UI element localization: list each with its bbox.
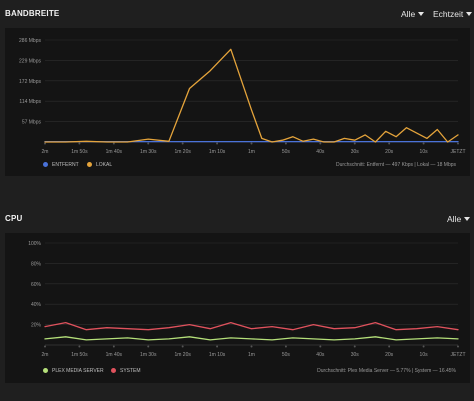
bandwidth-y-tick-label: 172 Mbps [19,79,41,85]
cpu-x-tick-mark [216,345,219,348]
bandwidth-x-tick-mark [78,142,81,145]
bandwidth-x-tick-label: 40s [316,149,325,155]
cpu-x-tick-label: 1m 50s [71,352,88,358]
cpu-header: CPU Alle [0,205,474,231]
cpu-x-tick-label: 1m 10s [209,352,226,358]
cpu-x-tick-mark [250,345,253,348]
bandwidth-x-tick-mark [147,142,150,145]
legend-system: SYSTEM [111,368,141,374]
cpu-x-tick-label: JETZT [451,352,466,358]
cpu-x-tick-mark [422,345,425,348]
bandwidth-x-tick-mark [250,142,253,145]
bandwidth-chart-panel: 286 Mbps 229 Mbps 172 Mbps 114 Mbps 57 Mbps 2… [5,28,470,176]
cpu-filter-dropdown[interactable]: Alle [447,214,471,224]
cpu-series-line-system [44,321,459,331]
bandwidth-x-tick-label: 1m [248,149,255,155]
legend-local: LOKAL [87,162,112,168]
bandwidth-x-tick-mark [422,142,425,145]
bandwidth-x-tick-label: JETZT [451,149,466,155]
cpu-x-tick-label: 2m [42,352,49,358]
legend-system-label: SYSTEM [120,368,141,374]
bandwidth-x-tick-label: 1m 30s [140,149,157,155]
legend-remote-label: ENTFERNT [52,162,79,168]
legend-remote: ENTFERNT [43,162,79,168]
cpu-x-tick-label: 1m 20s [174,352,191,358]
cpu-x-tick-mark [147,345,150,348]
cpu-x-tick-mark [181,345,184,348]
bandwidth-header: BANDBREITE Alle Echtzeit [0,0,474,26]
bandwidth-average: Durchschnitt: Entfernt — 497 Kbps | Loka… [336,162,456,168]
cpu-x-tick-label: 50s [282,352,291,358]
bandwidth-x-tick-label: 2m [42,149,49,155]
bandwidth-x-tick-label: 20s [385,149,394,155]
remote-dot-icon [43,162,48,167]
cpu-y-tick-label: 80% [31,261,42,267]
bandwidth-x-tick-mark [181,142,184,145]
bandwidth-x-tick-mark [388,142,391,145]
legend-plex-label: PLEX MEDIA SERVER [52,368,104,374]
bandwidth-x-tick-label: 10s [420,149,429,155]
cpu-x-tick-label: 20s [385,352,394,358]
bandwidth-chart: 286 Mbps 229 Mbps 172 Mbps 114 Mbps 57 Mbps 2… [19,38,466,155]
cpu-y-tick-label: 100% [28,241,41,247]
system-dot-icon [111,368,116,373]
cpu-chart: 100% 80% 60% 40% 20% 2m 1m 50s 1m 40s 1m 30s 1m 2… [28,241,466,358]
bandwidth-period-dropdown[interactable]: Echtzeit [433,9,473,19]
bandwidth-x-tick-mark [44,142,46,145]
bandwidth-x-tick-mark [284,142,287,145]
cpu-x-tick-label: 1m [248,352,255,358]
cpu-x-tick-mark [353,345,356,348]
bandwidth-x-tick-mark [112,142,115,145]
chevron-down-icon [418,12,425,16]
bandwidth-period-label: Echtzeit [433,9,464,19]
bandwidth-x-tick-label: 1m 20s [174,149,191,155]
bandwidth-x-tick-label: 30s [351,149,360,155]
bandwidth-y-tick-label: 286 Mbps [19,38,41,44]
cpu-y-tick-label: 40% [31,302,42,308]
cpu-x-tick-label: 40s [316,352,325,358]
chevron-down-icon [464,217,471,221]
cpu-x-tick-label: 1m 40s [106,352,123,358]
cpu-x-tick-mark [44,345,46,348]
cpu-x-tick-label: 30s [351,352,360,358]
bandwidth-x-tick-label: 1m 10s [209,149,226,155]
bandwidth-x-tick-mark [216,142,219,145]
bandwidth-title: BANDBREITE [5,9,60,18]
local-dot-icon [87,162,92,167]
bandwidth-series-line-lokal [44,48,459,143]
cpu-series-line-plex-media-server [44,336,459,341]
bandwidth-x-tick-mark [457,142,459,145]
legend-plex: PLEX MEDIA SERVER [43,368,104,374]
cpu-average: Durchschnitt: Plex Media Server — 5.77% … [317,368,456,374]
bandwidth-x-tick-mark [353,142,356,145]
cpu-x-tick-mark [388,345,391,348]
cpu-x-tick-mark [457,345,459,348]
bandwidth-y-tick-label: 229 Mbps [19,58,41,64]
plex-dot-icon [43,368,48,373]
bandwidth-y-tick-label: 57 Mbps [22,120,42,126]
cpu-x-tick-label: 1m 30s [140,352,157,358]
cpu-y-tick-label: 60% [31,282,42,288]
bandwidth-filter-label: Alle [401,9,416,19]
cpu-filter-label: Alle [447,214,462,224]
legend-local-label: LOKAL [96,162,113,168]
bandwidth-x-tick-mark [319,142,322,145]
chevron-down-icon [466,12,473,16]
bandwidth-x-tick-label: 50s [282,149,291,155]
bandwidth-x-tick-label: 1m 40s [106,149,123,155]
bandwidth-filter-dropdown[interactable]: Alle [401,9,425,19]
cpu-y-tick-label: 20% [31,323,42,329]
cpu-x-tick-mark [284,345,287,348]
cpu-x-tick-mark [78,345,81,348]
bandwidth-y-tick-label: 114 Mbps [19,99,41,105]
cpu-x-tick-mark [112,345,115,348]
cpu-title: CPU [5,214,23,223]
cpu-x-tick-label: 10s [420,352,429,358]
cpu-chart-panel: 100% 80% 60% 40% 20% 2m 1m 50s 1m 40s 1m 30s 1m 2… [5,233,470,383]
bandwidth-x-tick-label: 1m 50s [71,149,88,155]
cpu-x-tick-mark [319,345,322,348]
